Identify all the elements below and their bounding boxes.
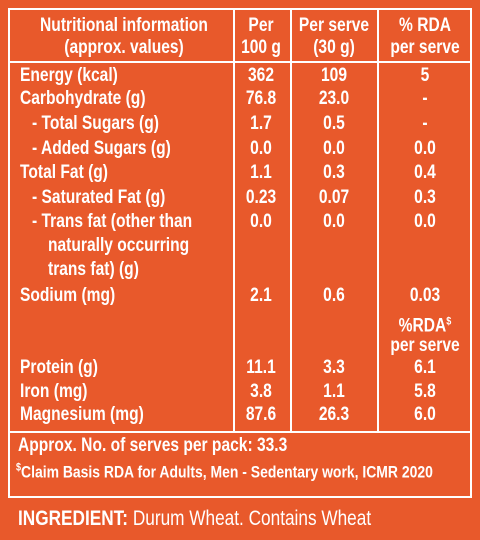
row-label: Iron (mg) — [20, 381, 88, 402]
ingredient: INGREDIENT: Durum Wheat. Contains Wheat — [18, 508, 371, 530]
cell-value: 87.6 — [245, 404, 277, 425]
footnote: $Claim Basis RDA for Adults, Men - Seden… — [16, 457, 433, 484]
cell-value: 362 — [248, 65, 274, 86]
cell-value: 3.3 — [323, 357, 345, 378]
col-rule — [290, 8, 292, 433]
text-part: %RDA — [398, 315, 447, 337]
footer-rule — [8, 431, 472, 433]
cell-value: 2.1 — [250, 285, 272, 306]
cell-value: 1.1 — [250, 162, 272, 183]
row-label: Total Fat (g) — [20, 162, 108, 183]
cell-value: 5.8 — [414, 381, 436, 402]
cell-value: 0.0 — [414, 211, 436, 232]
cell-value: 109 — [321, 65, 347, 86]
rda-subheader: %RDA$ — [399, 311, 452, 338]
cell-value: 11.1 — [246, 357, 276, 378]
cell-value: 6.1 — [414, 357, 436, 378]
cell-value: 76.8 — [245, 88, 277, 109]
header-cell: Per serve — [298, 15, 370, 36]
cell-value: 0.07 — [318, 187, 350, 208]
cell-value: 0.0 — [323, 138, 345, 159]
row-label: Protein (g) — [20, 357, 98, 378]
col-rule — [377, 8, 379, 433]
serves-per-pack: Approx. No. of serves per pack: 33.3 — [18, 435, 288, 456]
border-top — [8, 8, 472, 10]
text-part: Claim Basis RDA for Adults, Men - Sedent… — [21, 462, 433, 482]
cell-value: 23.0 — [318, 88, 350, 109]
text-part: $ — [446, 315, 452, 328]
text-part: Durum Wheat. Contains Wheat — [128, 507, 372, 530]
cell-value: 0.03 — [409, 285, 441, 306]
row-label: naturally occurring — [48, 235, 190, 256]
cell-value: 0.23 — [245, 187, 277, 208]
cell-value: 26.3 — [318, 404, 350, 425]
header-cell: 100 g — [241, 37, 281, 58]
border-left — [8, 8, 10, 498]
text-part: $ — [16, 461, 22, 474]
row-label: trans fat) (g) — [48, 259, 139, 280]
row-label: Energy (kcal) — [20, 65, 118, 86]
header-cell: (approx. values) — [64, 37, 184, 58]
row-label: Sodium (mg) — [20, 285, 116, 306]
cell-value: 0.3 — [414, 187, 436, 208]
row-label: Carbohydrate (g) — [20, 88, 146, 109]
cell-value: 0.0 — [323, 211, 345, 232]
cell-value: 0.3 — [323, 162, 345, 183]
cell-value: 5 — [420, 65, 430, 86]
header-cell: % RDA — [399, 15, 451, 36]
cell-value: 1.1 — [323, 381, 345, 402]
cell-value: 0.0 — [250, 138, 272, 159]
header-cell: Per — [248, 15, 274, 36]
cell-value: 0.6 — [323, 285, 345, 306]
text-part: INGREDIENT: — [18, 507, 129, 530]
rda-subheader: per serve — [390, 335, 460, 356]
cell-value: 3.8 — [250, 381, 272, 402]
cell-value: 6.0 — [414, 404, 436, 425]
cell-value: 0.5 — [323, 113, 345, 134]
cell-value: 0.0 — [414, 138, 436, 159]
border-bottom — [8, 496, 472, 498]
header-cell: (30 g) — [313, 37, 355, 58]
header-cell: Nutritional information — [40, 15, 208, 36]
cell-value: 1.7 — [250, 113, 272, 134]
row-label: - Trans fat (other than — [32, 211, 193, 232]
cell-value: - — [422, 113, 428, 134]
row-label: - Added Sugars (g) — [32, 138, 171, 159]
row-label: - Total Sugars (g) — [32, 113, 159, 134]
row-label: - Saturated Fat (g) — [32, 187, 166, 208]
border-right — [470, 8, 472, 498]
cell-value: 0.4 — [414, 162, 436, 183]
row-label: Magnesium (mg) — [20, 404, 144, 425]
cell-value: 0.0 — [250, 211, 272, 232]
header-cell: per serve — [390, 37, 460, 58]
col-rule — [233, 8, 235, 433]
cell-value: - — [422, 88, 428, 109]
header-rule — [8, 61, 472, 63]
